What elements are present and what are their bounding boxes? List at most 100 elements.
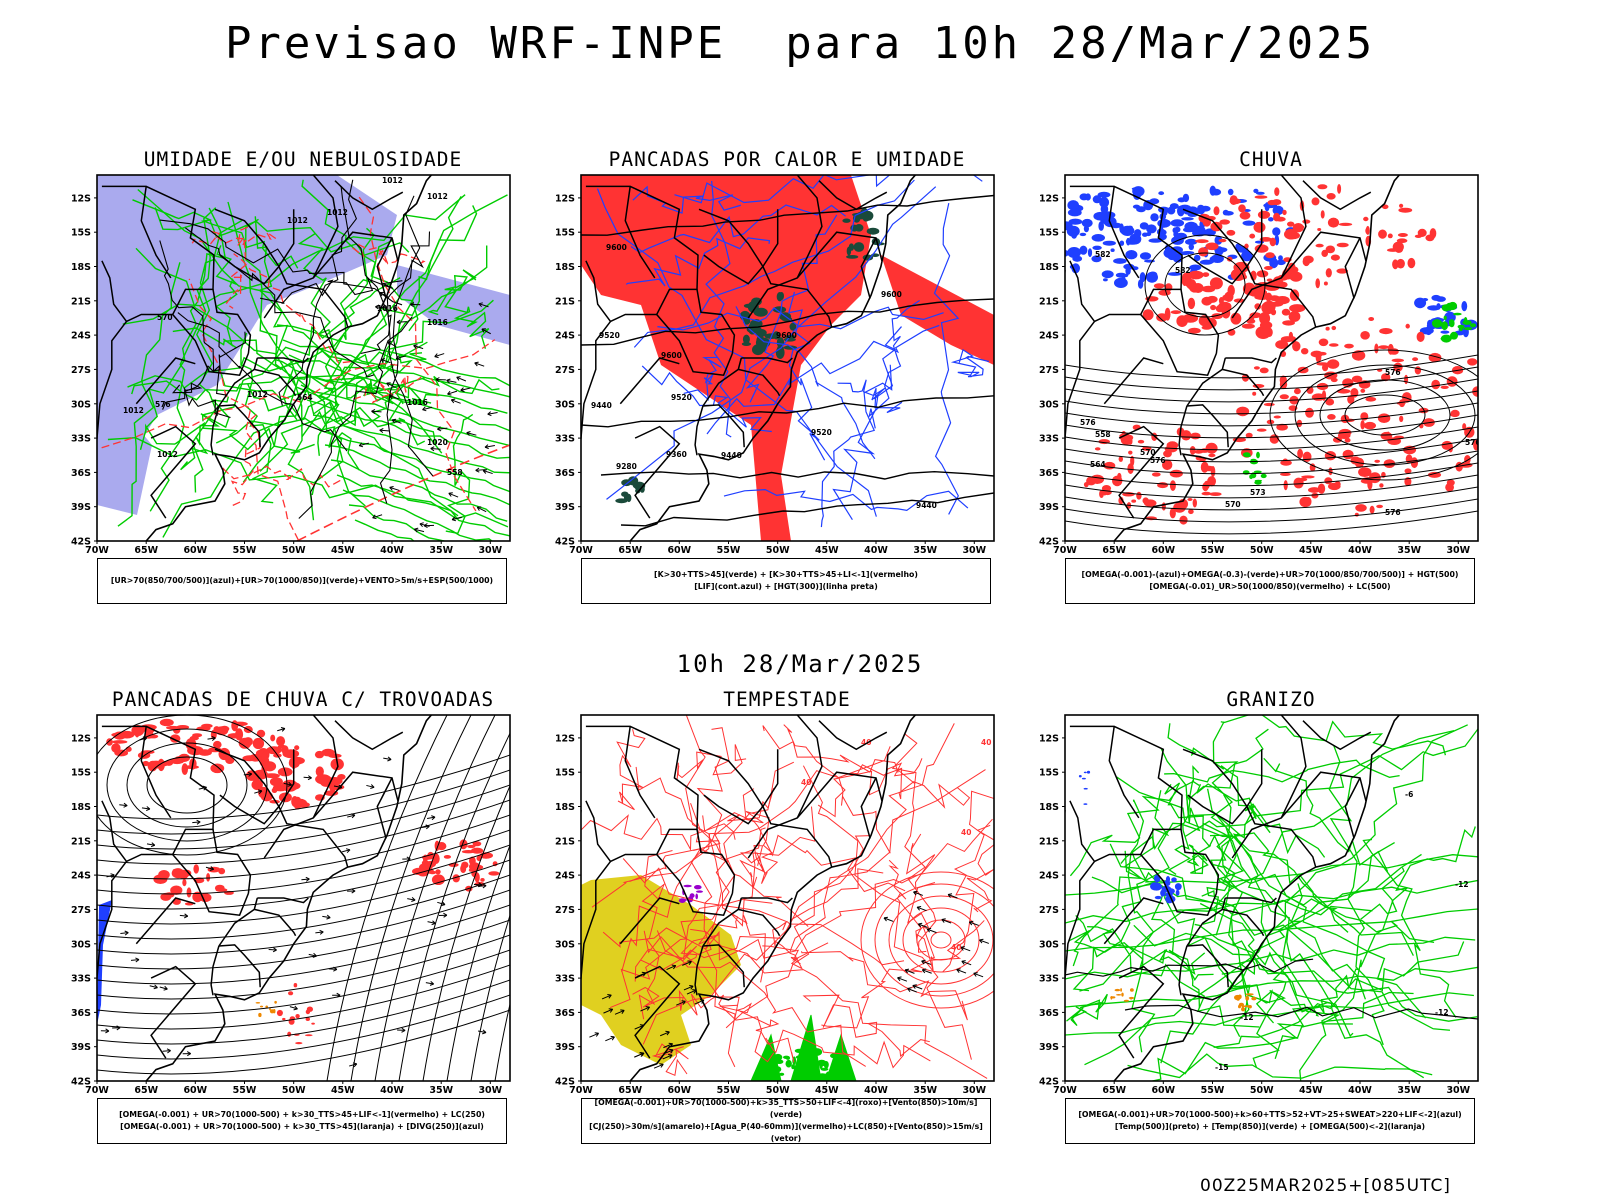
political-border [140,726,172,819]
temperature-850-contour [1087,926,1214,981]
omega-heavy-rain-area [1425,234,1435,242]
thunderstorm-area [311,1022,315,1025]
thunderstorm-area [269,777,283,787]
lon-label: 50W [1250,545,1274,556]
pressure-contour [184,227,375,378]
lat-label: 15S [71,228,91,239]
omega-humidity-area [1099,197,1110,208]
strong-omega-area [1243,454,1251,458]
streamline-arrow-head [351,888,356,894]
omega-heavy-rain-area [1396,258,1405,269]
streamline-250 [422,784,510,1081]
lat-label: 24S [1039,331,1059,342]
omega-heavy-rain-area [1380,431,1393,440]
contour-label: 1016 [427,318,448,327]
humidity-low-level-contour [311,196,462,496]
omega-heavy-rain-area [1223,307,1229,312]
lon-label: 70W [1053,1085,1077,1096]
streamline-arrow [243,773,252,776]
lon-label: 60W [1151,545,1175,556]
precipitable-water-contour [635,766,809,927]
streamline-arrow [179,914,188,917]
omega-heavy-rain-area [1316,362,1330,366]
political-border [1344,777,1361,839]
thunderstorm-area [263,773,280,779]
omega-heavy-rain-area [1467,358,1478,366]
contour-label: 1016 [377,304,398,313]
omega-heavy-rain-area [1297,448,1303,459]
humidity-low-level-contour [336,474,510,537]
temperature-850-contour [1201,890,1275,1024]
omega-heavy-rain-area [1142,497,1149,505]
omega-heavy-rain-area [1347,395,1355,404]
thunderstorm-area [106,738,113,746]
lat-label: 42S [1039,537,1059,548]
omega-heavy-rain-area [1325,398,1335,406]
hgt500-contour [1294,364,1476,466]
political-border [1246,749,1317,868]
contour-label: -6 [1405,790,1413,799]
thunderstorm-area [294,745,300,751]
political-border [581,320,612,444]
thunderstorm-area [282,1017,286,1021]
omega-heavy-rain-area [1326,359,1340,369]
political-border [97,320,128,444]
streamline-250 [146,756,228,814]
lat-label: 27S [71,365,91,376]
thunderstorm-area [306,1006,313,1012]
streamline-arrow-head [124,930,129,936]
wind-vector-850 [960,946,971,952]
omega-heavy-rain-area [1311,492,1319,499]
lon-label: 45W [1299,1085,1323,1096]
thunderstorm-area [324,790,339,796]
wind-vector-850 [973,972,984,978]
lat-label: 33S [555,434,575,445]
lifted-index-contour [705,180,732,438]
temperature-850-contour [1065,879,1478,924]
precipitable-water-contour [690,803,766,983]
wind-vector-850-head [961,960,966,965]
lon-label: 40W [1348,1085,1372,1096]
heat-instability-area [776,292,783,302]
political-border [1118,965,1165,1059]
omega-heavy-rain-area [1127,463,1134,474]
low-level-jet-area [830,1053,839,1059]
coastline [1113,175,1401,541]
streamline-arrow-head [247,771,253,777]
omega-500-area [1120,988,1122,992]
thunderstorm-area [435,869,441,875]
lat-label: 39S [555,502,575,513]
contour-label: 582 [1095,250,1111,259]
wind-vector [422,406,433,411]
thunderstorm-area [252,737,265,750]
omega-heavy-rain-area [1332,436,1343,443]
omega-humidity-area [1114,277,1128,288]
streamline-arrow-head [257,789,263,795]
omega-heavy-rain-area [1259,321,1273,330]
instability-area [581,175,871,541]
political-border [634,425,681,519]
streamline-arrow-head [431,920,436,926]
low-level-jet-area [816,1059,827,1067]
omega-humidity-area [1174,226,1181,233]
streamline-arrow [146,843,155,846]
lat-label: 39S [71,502,91,513]
lon-label: 45W [815,1085,839,1096]
omega-500-area [1242,1005,1250,1008]
hail-area [1165,876,1171,883]
hgt500-contour [1065,462,1478,487]
wind-vector-850-head [620,1009,625,1014]
omega-heavy-rain-area [1188,509,1194,515]
omega-heavy-rain-area [1253,221,1266,233]
contour-label: 1012 [123,406,144,415]
streamline-250 [97,874,510,940]
omega-humidity-area [1440,330,1450,334]
political-border [694,405,704,456]
omega-humidity-area [1085,193,1091,201]
temperature-850-contour [1194,923,1425,1079]
wind-vector [478,303,489,308]
wind-vector-850-head [921,968,927,974]
political-border [334,180,404,211]
lat-label: 36S [71,468,91,479]
political-border [1186,357,1227,407]
